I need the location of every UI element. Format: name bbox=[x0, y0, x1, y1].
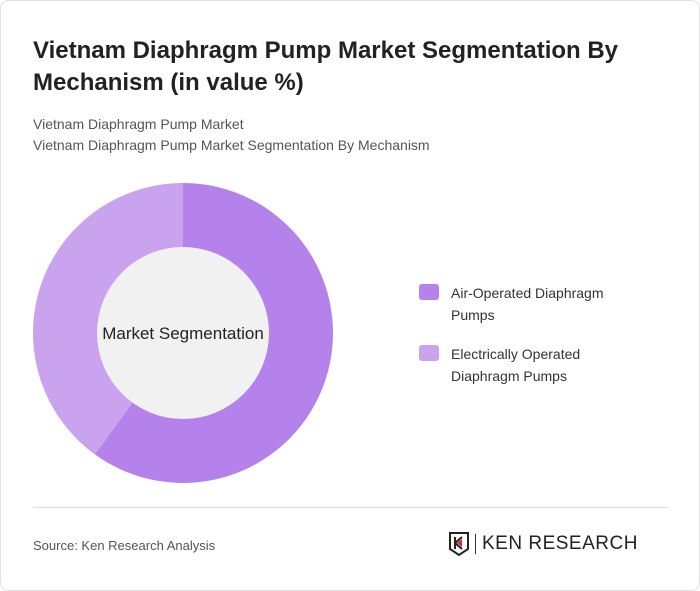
legend-swatch bbox=[419, 284, 439, 300]
center-label: Market Segmentation bbox=[102, 324, 264, 343]
breadcrumb-2: Vietnam Diaphragm Pump Market Segmentati… bbox=[33, 137, 430, 153]
legend-label: Air-Operated Diaphragm Pumps bbox=[451, 285, 604, 323]
donut-chart: Market Segmentation bbox=[33, 183, 334, 483]
legend-label: Electrically Operated Diaphragm Pumps bbox=[451, 346, 581, 384]
divider bbox=[33, 507, 667, 508]
legend-swatch bbox=[419, 345, 439, 361]
breadcrumb-1: Vietnam Diaphragm Pump Market bbox=[33, 116, 244, 132]
chart-title: Vietnam Diaphragm Pump Market Segmentati… bbox=[33, 37, 619, 96]
source-text: Source: Ken Research Analysis bbox=[33, 538, 216, 553]
ken-research-logo: KEN RESEARCH bbox=[449, 532, 638, 556]
logo-text: KEN RESEARCH bbox=[482, 533, 638, 554]
donut-hole bbox=[97, 247, 269, 419]
logo-icon bbox=[449, 532, 469, 556]
